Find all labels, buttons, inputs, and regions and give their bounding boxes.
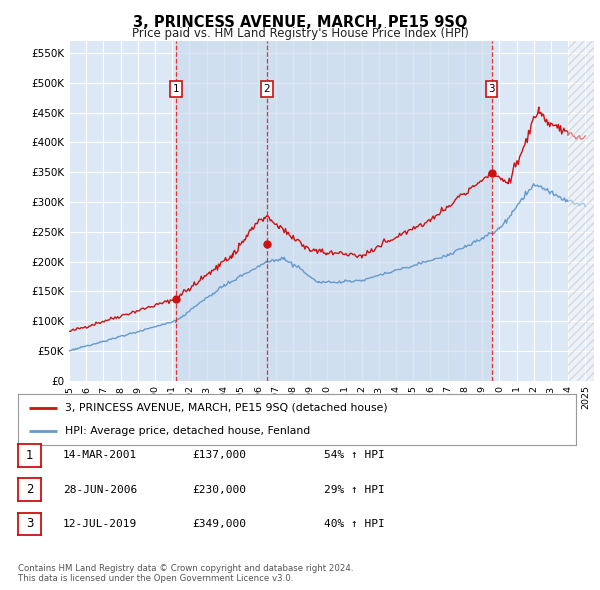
Text: 3: 3: [26, 517, 33, 530]
Text: 2: 2: [26, 483, 33, 496]
Bar: [568, 41, 600, 381]
Text: £349,000: £349,000: [192, 519, 246, 529]
Text: 29% ↑ HPI: 29% ↑ HPI: [324, 485, 385, 494]
Text: 2: 2: [263, 84, 270, 94]
Text: 1: 1: [26, 449, 33, 462]
Bar: [267, 41, 491, 381]
Text: 54% ↑ HPI: 54% ↑ HPI: [324, 451, 385, 460]
Text: 14-MAR-2001: 14-MAR-2001: [63, 451, 137, 460]
Text: 3, PRINCESS AVENUE, MARCH, PE15 9SQ: 3, PRINCESS AVENUE, MARCH, PE15 9SQ: [133, 15, 467, 30]
Text: Price paid vs. HM Land Registry's House Price Index (HPI): Price paid vs. HM Land Registry's House …: [131, 27, 469, 40]
Bar: [176, 41, 267, 381]
Text: 3: 3: [488, 84, 495, 94]
Text: HPI: Average price, detached house, Fenland: HPI: Average price, detached house, Fenl…: [65, 427, 311, 437]
Text: 1: 1: [172, 84, 179, 94]
Text: Contains HM Land Registry data © Crown copyright and database right 2024.
This d: Contains HM Land Registry data © Crown c…: [18, 563, 353, 583]
Text: 28-JUN-2006: 28-JUN-2006: [63, 485, 137, 494]
Text: 12-JUL-2019: 12-JUL-2019: [63, 519, 137, 529]
Text: £230,000: £230,000: [192, 485, 246, 494]
Text: £137,000: £137,000: [192, 451, 246, 460]
Text: 40% ↑ HPI: 40% ↑ HPI: [324, 519, 385, 529]
Text: 3, PRINCESS AVENUE, MARCH, PE15 9SQ (detached house): 3, PRINCESS AVENUE, MARCH, PE15 9SQ (det…: [65, 402, 388, 412]
